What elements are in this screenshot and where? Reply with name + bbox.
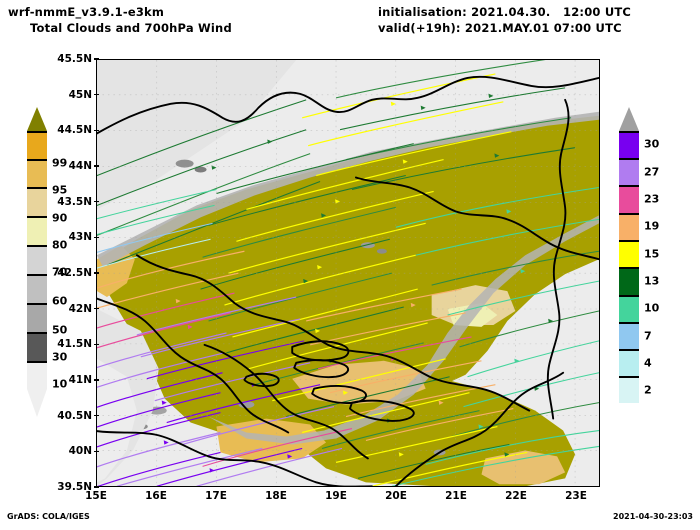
colorbar-right-band-7 [619,322,639,349]
colorbar-left-band-99 [27,131,47,159]
colorbar-right-tick-30 [619,131,639,133]
colorbar-right-band-15 [619,240,639,267]
y-tick-40n: 40N [69,445,99,457]
colorbar-right-tick-7 [619,322,639,324]
colorbar-right-tick-4 [619,349,639,351]
valid-time-label: valid(+19h): 2021.MAY.01 07:00 UTC [378,21,622,35]
initialisation-label: initialisation: 2021.04.30. 12:00 UTC [378,5,632,19]
field-title-label: Total Clouds and 700hPa Wind [30,21,232,35]
y-tick-39-5n: 39.5N [57,481,99,493]
colorbar-left-label-90: 90 [52,211,68,225]
colorbar-left-tick-30 [27,332,47,334]
x-tick-17e: 17E [205,490,227,502]
colorbar-right-band-23 [619,185,639,213]
colorbar-left-label-99: 99 [52,156,68,170]
colorbar-left-band-10 [27,361,47,389]
render-timestamp-label: 2021-04-30-23:03 [613,512,693,521]
colorbar-left-label-10: 10 [52,377,68,391]
y-tick-41n: 41N [69,374,99,386]
colorbar-left-tick-70 [27,245,47,247]
colorbar-right-band-2 [619,376,639,403]
colorbar-right-label-27: 27 [644,165,660,179]
colorbar-left-label-80: 80 [52,238,68,252]
x-tick-16e: 16E [145,490,167,502]
colorbar-left-tick-95 [27,159,47,161]
colorbar-right-band-19 [619,213,639,240]
y-tick-45n: 45N [69,89,99,101]
y-tick-44n: 44N [69,160,99,172]
colorbar-left-band-80 [27,216,47,245]
colorbar-left-label-50: 50 [52,323,68,337]
x-tick-15e: 15E [85,490,107,502]
colorbar-left-tick-99 [27,131,47,133]
x-tick-22e: 22E [505,490,527,502]
colorbar-right-band-30 [619,131,639,158]
colorbar-left-under-cap [27,389,47,417]
colorbar-right-label-19: 19 [644,219,660,233]
grads-credit-label: GrADS: COLA/IGES [7,512,90,521]
colorbar-right-label-10: 10 [644,301,660,315]
y-tick-41-5n: 41.5N [57,338,99,350]
colorbar-left-label-30: 30 [52,350,68,364]
colorbar-left-band-30 [27,332,47,361]
colorbar-right-tick-13 [619,267,639,269]
x-tick-20e: 20E [385,490,407,502]
colorbar-left-band-95 [27,159,47,187]
model-name-label: wrf-nmmE_v3.9.1-e3km [8,5,165,19]
total-clouds-colorbar[interactable] [27,107,47,417]
colorbar-right-band-4 [619,349,639,376]
colorbar-left-label-70: 70 [52,265,68,279]
colorbar-left-tick-80 [27,216,47,218]
colorbar-right-label-4: 4 [644,356,652,370]
y-tick-43-5n: 43.5N [57,196,99,208]
colorbar-right-band-13 [619,267,639,295]
colorbar-left-tick-50 [27,303,47,305]
colorbar-right-tick-23 [619,185,639,187]
colorbar-left-label-60: 60 [52,294,68,308]
map-canvas [97,60,599,486]
colorbar-right-band-27 [619,158,639,185]
colorbar-right-label-23: 23 [644,192,660,206]
x-tick-19e: 19E [325,490,347,502]
colorbar-left-label-95: 95 [52,183,68,197]
x-tick-21e: 21E [445,490,467,502]
y-tick-43n: 43N [69,231,99,243]
colorbar-left-tick-60 [27,274,47,276]
y-tick-42-5n: 42.5N [57,267,99,279]
colorbar-left-band-90 [27,187,47,216]
y-tick-44-5n: 44.5N [57,124,99,136]
colorbar-left-over-cap [27,107,47,131]
colorbar-right-tick-27 [619,158,639,160]
colorbar-right-tick-2 [619,376,639,378]
colorbar-right-label-7: 7 [644,329,652,343]
colorbar-right-label-15: 15 [644,247,660,261]
colorbar-left-band-70 [27,245,47,274]
x-tick-18e: 18E [265,490,287,502]
y-tick-40-5n: 40.5N [57,410,99,422]
colorbar-right-tick-15 [619,240,639,242]
colorbar-left-tick-90 [27,187,47,189]
y-tick-45-5n: 45.5N [57,53,99,65]
colorbar-left-band-60 [27,274,47,303]
colorbar-right-label-13: 13 [644,274,660,288]
colorbar-right-band-10 [619,295,639,322]
colorbar-right-label-30: 30 [644,137,660,151]
x-tick-23e: 23E [565,490,587,502]
colorbar-right-over-cap [619,107,639,131]
colorbar-right-under-cap [619,403,639,431]
colorbar-right-tick-10 [619,295,639,297]
colorbar-left-tick-10 [27,361,47,363]
colorbar-right-tick-19 [619,213,639,215]
y-tick-42n: 42N [69,303,99,315]
map-plot-area[interactable] [96,59,600,487]
colorbar-left-band-50 [27,303,47,332]
colorbar-right-label-2: 2 [644,383,652,397]
